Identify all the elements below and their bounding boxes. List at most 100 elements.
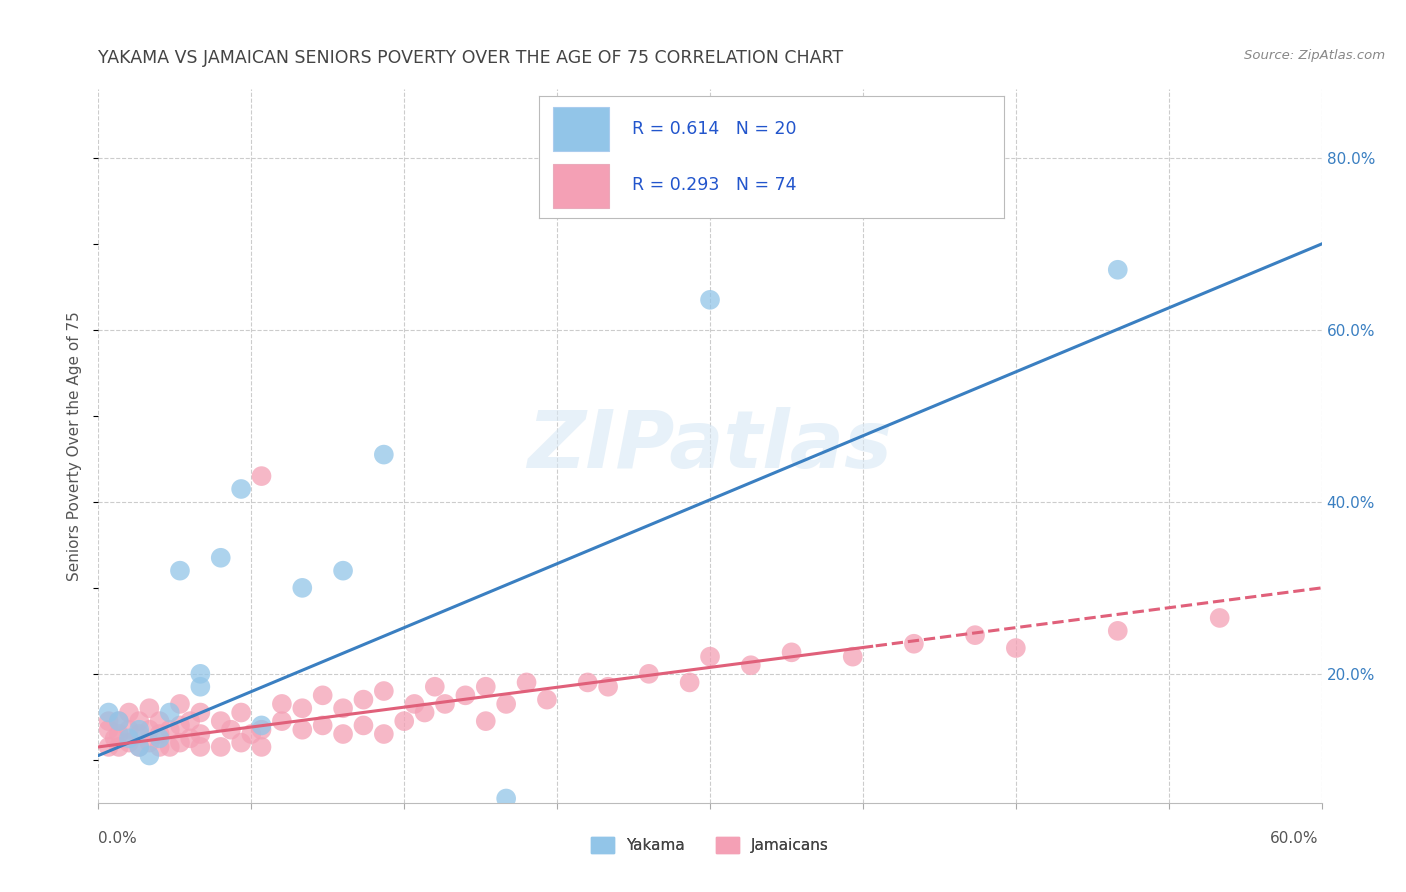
Point [209, 739, 232, 754]
Point [159, 706, 181, 720]
Point [188, 680, 212, 694]
Point [270, 697, 294, 711]
Point [188, 706, 212, 720]
Point [495, 791, 517, 805]
Point [598, 680, 620, 694]
Point [188, 727, 212, 741]
Point [423, 680, 446, 694]
Point [780, 645, 803, 659]
Text: 0.0%: 0.0% [98, 831, 138, 846]
Point [392, 714, 416, 728]
Point [699, 649, 721, 664]
Text: Source: ZipAtlas.com: Source: ZipAtlas.com [1244, 49, 1385, 62]
Point [108, 714, 131, 728]
Point [291, 701, 314, 715]
Legend: Yakama, Jamaicans: Yakama, Jamaicans [585, 831, 835, 859]
Point [352, 718, 374, 732]
Point [97, 706, 120, 720]
Point [495, 697, 517, 711]
Point [231, 736, 253, 750]
Point [108, 727, 131, 741]
Point [1107, 262, 1129, 277]
Point [404, 697, 426, 711]
Point [250, 469, 273, 483]
Point [250, 718, 273, 732]
Point [128, 714, 150, 728]
Point [1004, 641, 1026, 656]
Point [841, 649, 863, 664]
Point [128, 723, 150, 737]
Point [219, 723, 242, 737]
Point [250, 723, 273, 737]
Point [209, 550, 232, 565]
Point [128, 739, 150, 754]
Text: 60.0%: 60.0% [1271, 831, 1319, 846]
Point [159, 723, 181, 737]
Text: ZIPatlas: ZIPatlas [527, 407, 893, 485]
Point [679, 675, 702, 690]
Point [291, 723, 314, 737]
Point [169, 736, 191, 750]
Point [138, 736, 160, 750]
Y-axis label: Seniors Poverty Over the Age of 75: Seniors Poverty Over the Age of 75 [67, 311, 83, 581]
Point [97, 714, 120, 728]
Point [169, 697, 191, 711]
Point [108, 739, 131, 754]
Point [576, 675, 599, 690]
Point [188, 666, 212, 681]
Point [118, 731, 141, 746]
Point [231, 706, 253, 720]
Point [250, 739, 273, 754]
Point [169, 718, 191, 732]
Point [352, 692, 374, 706]
Point [291, 581, 314, 595]
Point [413, 706, 436, 720]
Point [231, 482, 253, 496]
Point [128, 739, 150, 754]
Point [118, 736, 141, 750]
Point [138, 701, 160, 715]
Point [434, 697, 457, 711]
Point [474, 714, 498, 728]
Point [373, 448, 395, 462]
Point [97, 739, 120, 754]
Point [312, 718, 335, 732]
Point [903, 637, 925, 651]
Point [118, 706, 141, 720]
Point [97, 723, 120, 737]
Text: YAKAMA VS JAMAICAN SENIORS POVERTY OVER THE AGE OF 75 CORRELATION CHART: YAKAMA VS JAMAICAN SENIORS POVERTY OVER … [98, 49, 844, 67]
Point [1107, 624, 1129, 638]
Point [149, 739, 172, 754]
Point [699, 293, 721, 307]
Point [638, 666, 661, 681]
Point [209, 714, 232, 728]
Point [373, 684, 395, 698]
Point [128, 727, 150, 741]
Point [104, 731, 127, 746]
Point [536, 692, 558, 706]
Point [138, 723, 160, 737]
Point [179, 714, 201, 728]
Point [332, 701, 354, 715]
Point [240, 727, 263, 741]
Point [149, 727, 172, 741]
Point [138, 748, 160, 763]
Point [169, 564, 191, 578]
Point [149, 714, 172, 728]
Point [740, 658, 762, 673]
Point [179, 731, 201, 746]
Point [1209, 611, 1232, 625]
Point [474, 680, 498, 694]
Point [332, 564, 354, 578]
Point [188, 739, 212, 754]
Point [149, 731, 172, 746]
Point [312, 689, 335, 703]
Point [516, 675, 538, 690]
Point [454, 689, 477, 703]
Point [332, 727, 354, 741]
Point [270, 714, 294, 728]
Point [373, 727, 395, 741]
Point [965, 628, 987, 642]
Point [108, 714, 131, 728]
Point [118, 723, 141, 737]
